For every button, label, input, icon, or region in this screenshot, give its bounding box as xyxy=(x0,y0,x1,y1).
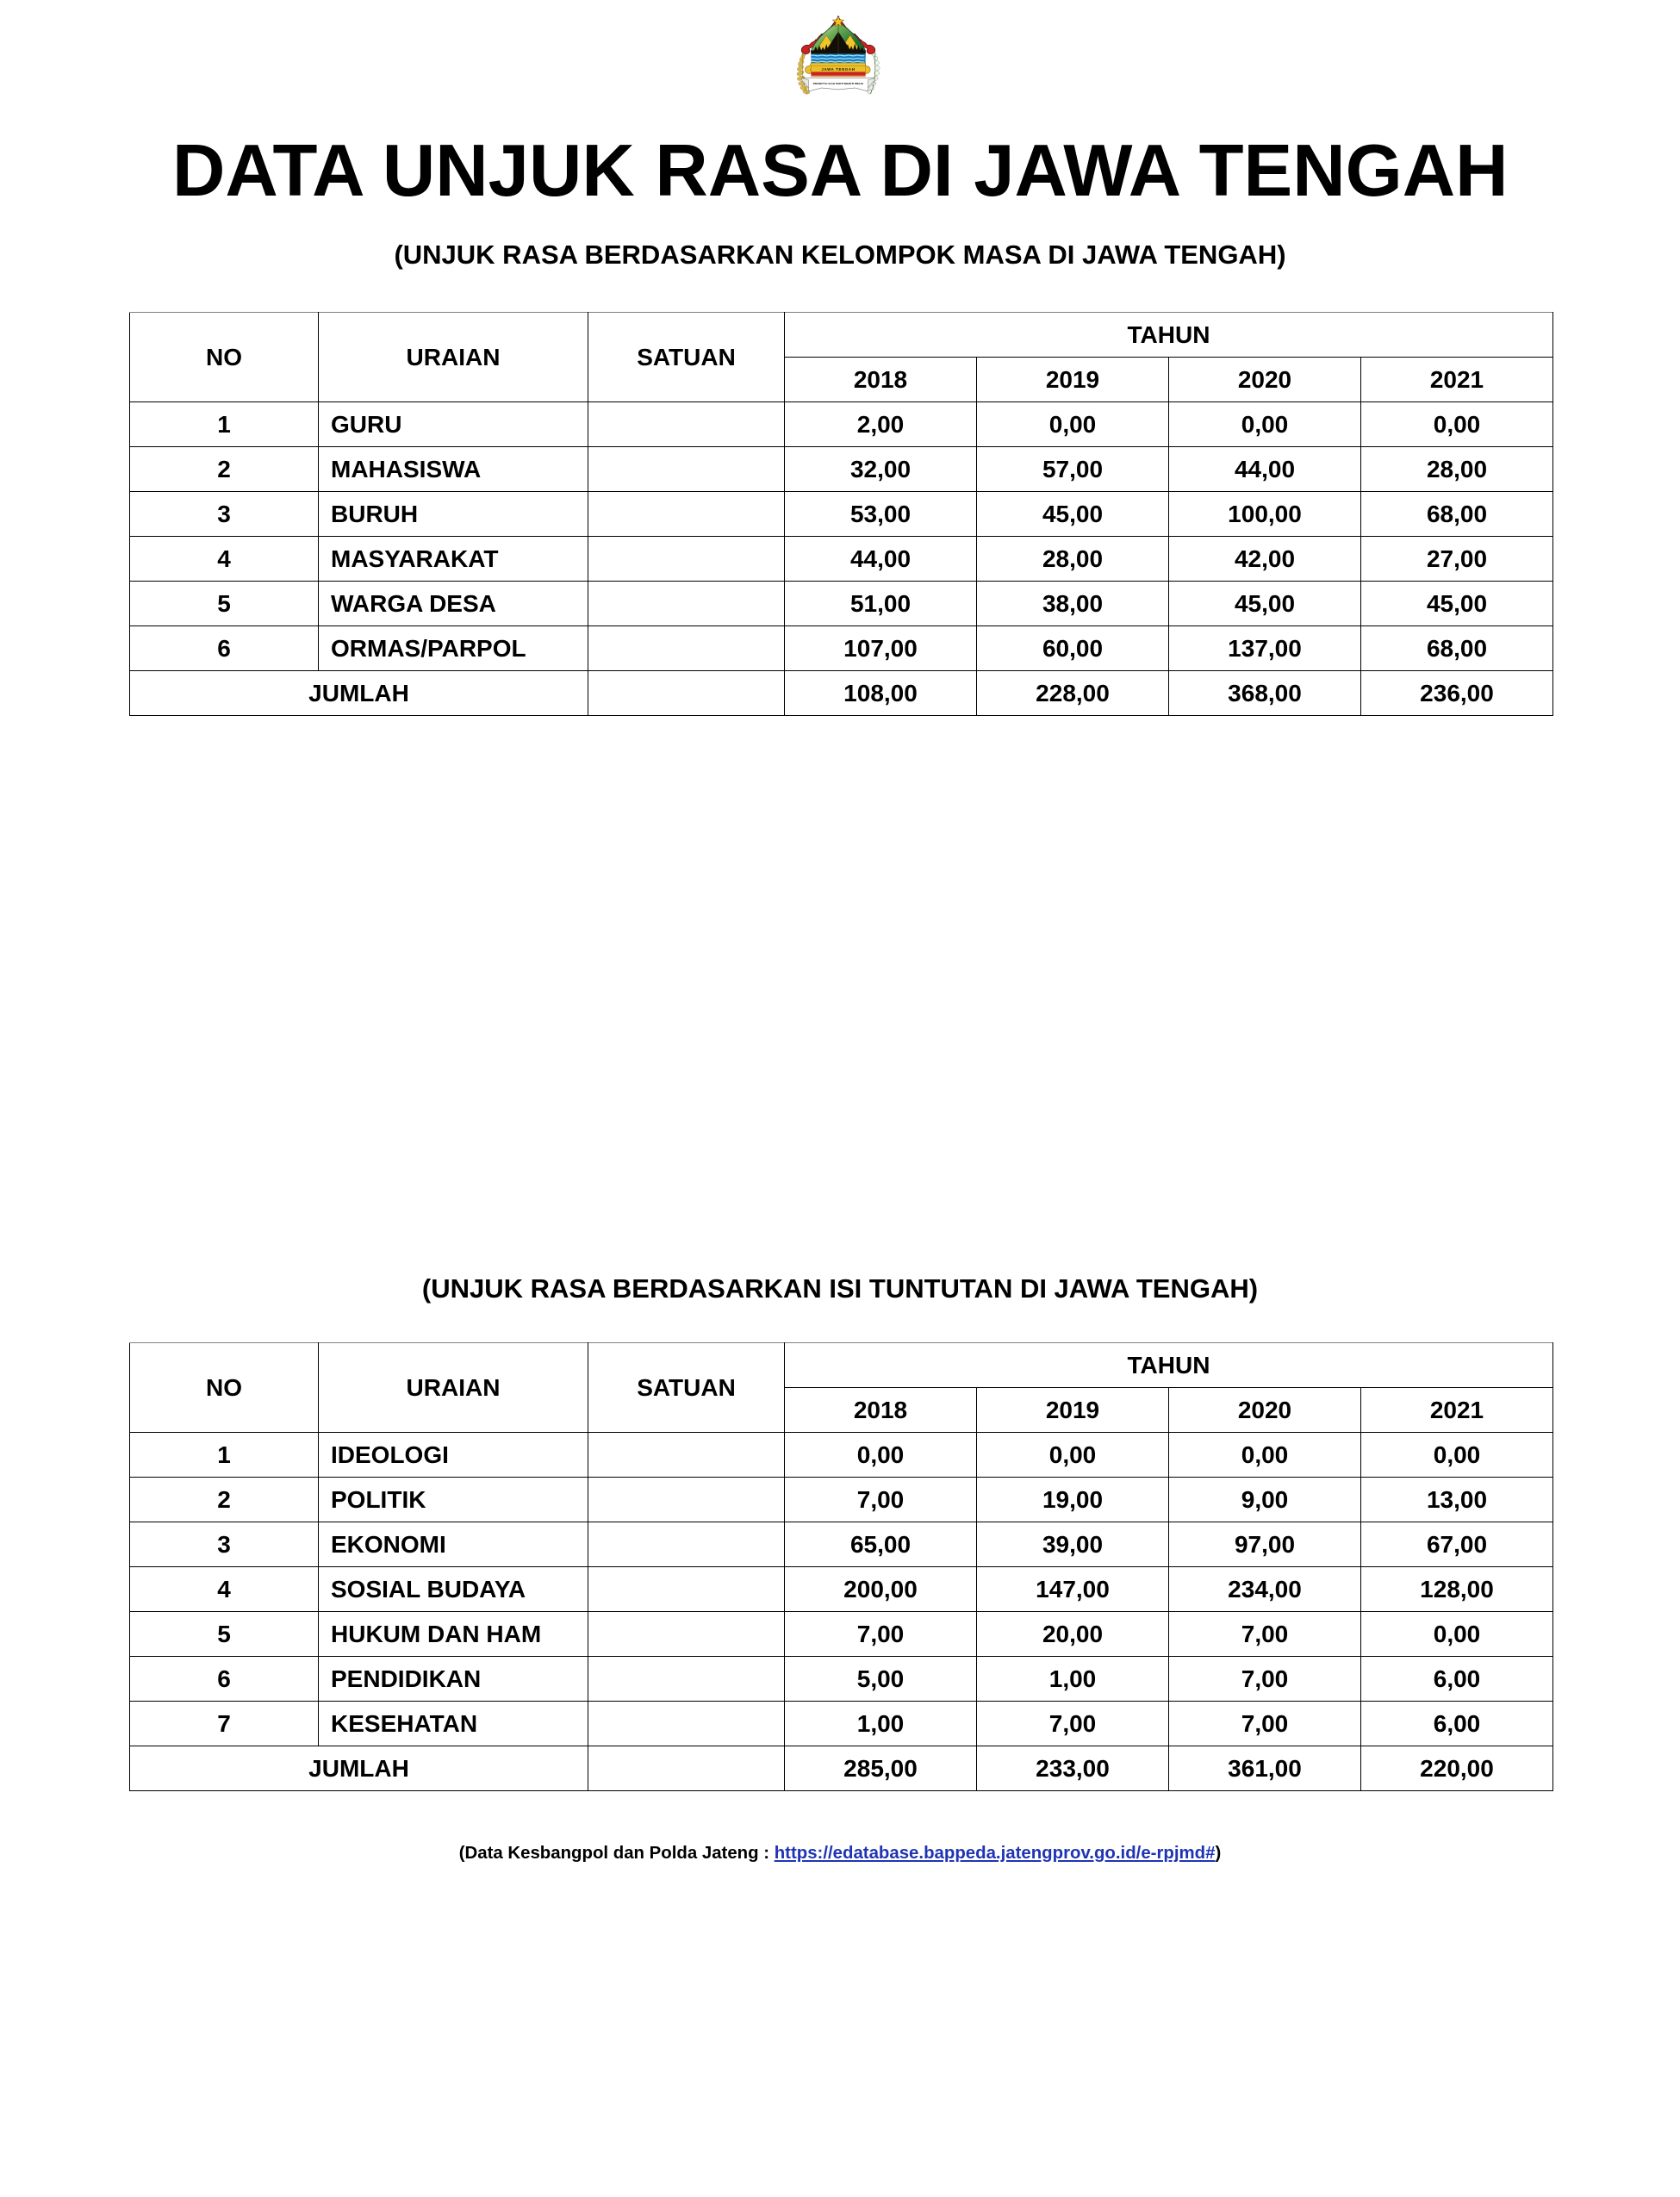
svg-text:JAWA TENGAH: JAWA TENGAH xyxy=(821,67,855,72)
svg-text:PRASETYA ULAH SAKTI BHAKTI PRA: PRASETYA ULAH SAKTI BHAKTI PRAJA xyxy=(813,82,864,85)
